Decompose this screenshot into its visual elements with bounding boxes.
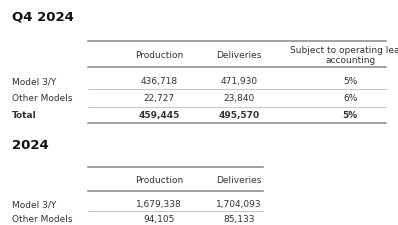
- Text: Production: Production: [135, 175, 183, 184]
- Text: Production: Production: [135, 51, 183, 60]
- Text: Deliveries: Deliveries: [216, 175, 261, 184]
- Text: 23,840: 23,840: [223, 94, 254, 103]
- Text: 471,930: 471,930: [220, 77, 258, 86]
- Text: 436,718: 436,718: [140, 77, 178, 86]
- Text: Model 3/Y: Model 3/Y: [12, 200, 56, 209]
- Text: 5%: 5%: [343, 77, 357, 86]
- Text: Other Models: Other Models: [12, 94, 72, 103]
- Text: Other Models: Other Models: [12, 214, 72, 223]
- Text: Subject to operating lease
accounting: Subject to operating lease accounting: [291, 45, 398, 65]
- Text: 495,570: 495,570: [218, 111, 259, 120]
- Text: 1,679,338: 1,679,338: [137, 200, 182, 209]
- Text: 85,133: 85,133: [223, 214, 255, 223]
- Text: 22,727: 22,727: [144, 94, 175, 103]
- Text: Model 3/Y: Model 3/Y: [12, 77, 56, 86]
- Text: Q4 2024: Q4 2024: [12, 10, 74, 23]
- Text: 459,445: 459,445: [139, 111, 180, 120]
- Text: 6%: 6%: [343, 94, 357, 103]
- Text: Total: Total: [12, 111, 37, 120]
- Text: 2024: 2024: [12, 139, 49, 152]
- Text: 94,105: 94,105: [144, 214, 175, 223]
- Text: 1,704,093: 1,704,093: [216, 200, 261, 209]
- Text: 5%: 5%: [343, 111, 358, 120]
- Text: Deliveries: Deliveries: [216, 51, 261, 60]
